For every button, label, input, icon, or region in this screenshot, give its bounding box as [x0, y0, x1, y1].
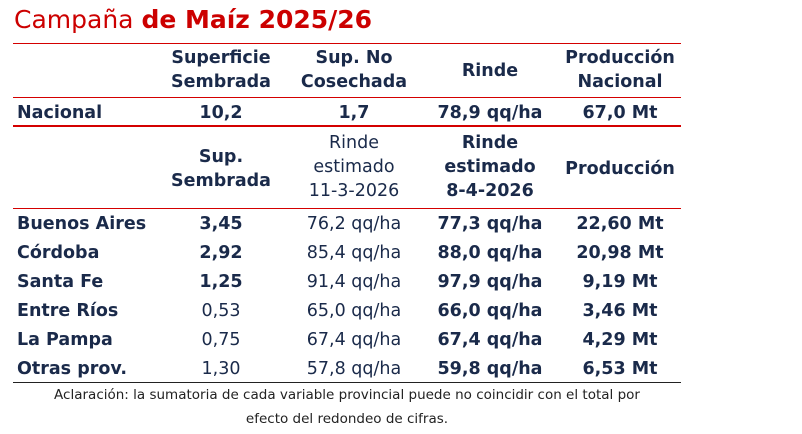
header-rinde-new: Rinde estimado 8-4-2026: [428, 131, 552, 203]
province-sup: 0,75: [201, 330, 241, 350]
province-rinde-new: 67,4 qq/ha: [437, 330, 543, 350]
national-produccion: 67,0 Mt: [582, 103, 658, 123]
province-produccion: 22,60 Mt: [576, 214, 664, 234]
province-produccion: 3,46 Mt: [582, 301, 658, 321]
province-name: Entre Ríos: [17, 301, 119, 321]
header-line: Nacional: [577, 72, 663, 92]
footnote: Aclaración: la sumatoria de cada variabl…: [13, 383, 681, 431]
page-title: Campaña de Maíz 2025/26: [14, 5, 372, 34]
header-rinde-prev: Rinde estimado 11-3-2026: [290, 131, 418, 203]
province-produccion: 20,98 Mt: [576, 243, 664, 263]
province-rinde-prev: 67,4 qq/ha: [306, 330, 402, 350]
header-line: Rinde: [329, 133, 379, 153]
national-label: Nacional: [17, 103, 103, 123]
province-rinde-new: 77,3 qq/ha: [437, 214, 543, 234]
header-line: Sup. No: [315, 48, 393, 68]
header-line: Sembrada: [170, 72, 271, 92]
national-no-cosechada: 1,7: [338, 103, 370, 123]
province-name: Santa Fe: [17, 272, 104, 292]
province-sup: 1,30: [201, 359, 241, 379]
province-rinde-new: 88,0 qq/ha: [437, 243, 543, 263]
header-line: 11-3-2026: [308, 181, 400, 201]
header-line: Rinde: [461, 133, 519, 153]
header-line: Cosechada: [300, 72, 408, 92]
rule-under-header: [13, 97, 681, 98]
header-produccion: Producción: [560, 157, 680, 181]
rule-table-bottom: [13, 382, 681, 383]
header-line: estimado: [444, 157, 536, 177]
province-rinde-prev: 91,4 qq/ha: [306, 272, 402, 292]
province-sup: 2,92: [199, 243, 243, 263]
province-sup: 3,45: [199, 214, 243, 234]
title-part-1: Campaña: [14, 5, 142, 34]
province-rinde-new: 66,0 qq/ha: [437, 301, 543, 321]
rule-under-title: [13, 43, 681, 44]
footnote-line-1: Aclaración: la sumatoria de cada variabl…: [54, 387, 640, 403]
national-superficie: 10,2: [199, 103, 243, 123]
rule-under-national: [13, 125, 681, 127]
province-name: Buenos Aires: [17, 214, 147, 234]
footnote-line-2: efecto del redondeo de cifras.: [245, 411, 449, 427]
header-line: Sup.: [198, 147, 244, 167]
province-rinde-prev: 76,2 qq/ha: [306, 214, 402, 234]
header-rinde: Rinde: [428, 59, 552, 83]
province-sup: 1,25: [199, 272, 243, 292]
header-line: Producción: [565, 159, 675, 179]
header-line: 8-4-2026: [446, 181, 534, 201]
header-line: estimado: [313, 157, 395, 177]
province-rinde-prev: 57,8 qq/ha: [306, 359, 402, 379]
header-line: Producción: [565, 48, 675, 68]
province-rinde-new: 97,9 qq/ha: [437, 272, 543, 292]
header-line: Sembrada: [170, 171, 271, 191]
header-line: Rinde: [461, 61, 519, 81]
header-sup-no-cosechada: Sup. No Cosechada: [290, 46, 418, 94]
province-produccion: 9,19 Mt: [582, 272, 658, 292]
province-rinde-prev: 65,0 qq/ha: [306, 301, 402, 321]
province-rinde-prev: 85,4 qq/ha: [306, 243, 402, 263]
header-superficie-sembrada: Superficie Sembrada: [161, 46, 281, 94]
province-produccion: 4,29 Mt: [582, 330, 658, 350]
province-name: Otras prov.: [17, 359, 127, 379]
province-rinde-new: 59,8 qq/ha: [437, 359, 543, 379]
province-produccion: 6,53 Mt: [582, 359, 658, 379]
header-produccion-nacional: Producción Nacional: [560, 46, 680, 94]
rule-under-provincial-header: [13, 208, 681, 209]
header-sup-sembrada: Sup. Sembrada: [161, 145, 281, 193]
header-line: Superficie: [171, 48, 271, 68]
national-rinde: 78,9 qq/ha: [437, 103, 543, 123]
title-part-2: de Maíz 2025/26: [141, 5, 373, 34]
province-name: Córdoba: [17, 243, 100, 263]
province-sup: 0,53: [201, 301, 241, 321]
province-name: La Pampa: [17, 330, 113, 350]
